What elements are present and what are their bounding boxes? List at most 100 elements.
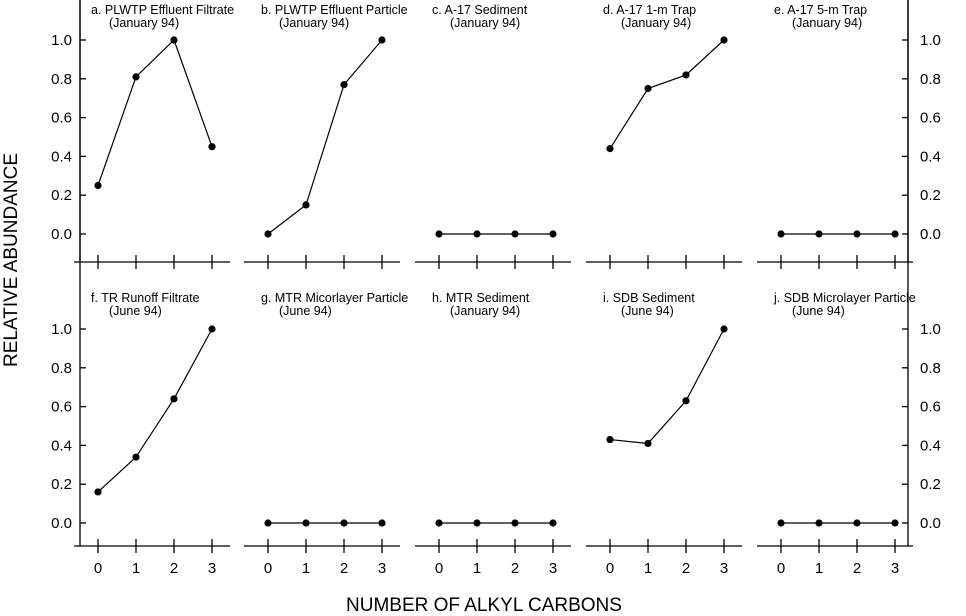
series-line-d [609, 39, 725, 149]
y-tick-label-left: 1.0 [51, 321, 72, 338]
panel-title-d: d. A-17 1-m Trap [603, 3, 696, 17]
panel-title-e: e. A-17 5-m Trap [774, 3, 867, 17]
panel-subtitle-c: (January 94) [450, 16, 520, 30]
data-point [170, 36, 178, 44]
data-point [340, 519, 348, 527]
x-tick-label: 0 [435, 560, 443, 577]
x-tick-label: 0 [777, 560, 785, 577]
x-tick-label: 3 [891, 560, 899, 577]
data-point [720, 325, 728, 333]
y-tick-label-right: 0.0 [920, 515, 941, 532]
panel-title-a: a. PLWTP Effluent Filtrate [91, 3, 234, 17]
panel-subtitle-d: (January 94) [621, 16, 691, 30]
data-point [682, 397, 690, 405]
data-point [264, 519, 272, 527]
x-tick-label: 1 [644, 560, 652, 577]
panel-subtitle-g: (June 94) [279, 304, 332, 318]
data-point [815, 519, 823, 527]
data-point [815, 230, 823, 238]
y-tick-label-left: 1.0 [51, 32, 72, 49]
data-point [94, 181, 102, 190]
x-tick-label: 2 [853, 560, 861, 577]
data-point [606, 145, 614, 153]
y-tick-label-right: 0.4 [920, 437, 941, 454]
data-point [777, 519, 785, 527]
panel-title-b: b. PLWTP Effluent Particle [261, 3, 408, 17]
data-point [378, 36, 386, 44]
data-point [606, 435, 614, 444]
y-axis-title: RELATIVE ABUNDANCE [1, 153, 22, 367]
data-point [340, 81, 348, 89]
data-point [891, 230, 899, 238]
y-tick-label-left: 0.4 [51, 148, 72, 165]
panel-subtitle-a: (January 94) [109, 16, 179, 30]
x-tick-label: 2 [511, 560, 519, 577]
panel-title-i: i. SDB Sediment [603, 291, 695, 305]
x-tick-label: 1 [302, 560, 310, 577]
x-tick-label: 3 [378, 560, 386, 577]
series-line-f [97, 328, 213, 493]
y-tick-label-right: 0.4 [920, 148, 941, 165]
x-tick-label: 2 [340, 560, 348, 577]
panel-subtitle-b: (January 94) [279, 16, 349, 30]
data-point [644, 84, 652, 93]
y-tick-label-left: 0.0 [51, 515, 72, 532]
y-tick-label-right: 1.0 [920, 321, 941, 338]
y-tick-label-left: 0.4 [51, 437, 72, 454]
panel-subtitle-f: (June 94) [109, 304, 162, 318]
data-point [473, 230, 481, 238]
data-point [264, 230, 272, 238]
panel-subtitle-j: (June 94) [792, 304, 845, 318]
x-tick-label: 0 [94, 560, 102, 577]
y-tick-label-right: 0.6 [920, 399, 941, 416]
data-point [853, 519, 861, 527]
x-tick-label: 1 [815, 560, 823, 577]
y-tick-label-left: 0.8 [51, 360, 72, 377]
x-tick-label: 3 [208, 560, 216, 577]
plot-area: 0.0 0.0 0.2 0.2 0.4 0.4 0.6 0.6 0.8 0.8 1.0 1.0 0.0 0… [51, 0, 941, 577]
data-point [378, 519, 386, 527]
y-tick-label-left: 0.8 [51, 71, 72, 88]
x-axis-title: NUMBER OF ALKYL CARBONS [346, 595, 622, 616]
panel-title-j: j. SDB Microlayer Particle [773, 291, 916, 305]
data-point [549, 519, 557, 527]
data-point [891, 519, 899, 527]
x-tick-label: 3 [720, 560, 728, 577]
series-line-a [97, 38, 213, 186]
data-point [208, 143, 216, 151]
y-tick-label-right: 0.2 [920, 187, 941, 204]
data-point [511, 519, 519, 527]
data-point [94, 488, 102, 496]
data-point [435, 519, 443, 527]
panel-title-c: c. A-17 Sediment [432, 3, 528, 17]
y-tick-label-right: 0.6 [920, 110, 941, 127]
data-point [549, 230, 557, 238]
series-line-b [267, 39, 383, 235]
data-point [170, 395, 178, 403]
x-tick-label: 2 [170, 560, 178, 577]
y-tick-label-left: 0.2 [51, 187, 72, 204]
x-tick-label: 0 [264, 560, 272, 577]
panel-title-h: h. MTR Sediment [432, 291, 530, 305]
y-tick-label-left: 0.0 [51, 226, 72, 243]
data-point [644, 439, 652, 448]
data-point [720, 36, 728, 44]
x-tick-label: 0 [606, 560, 614, 577]
data-point [208, 325, 216, 333]
y-tick-label-right: 0.8 [920, 360, 941, 377]
data-point [682, 71, 690, 79]
data-point [302, 519, 310, 527]
data-point [511, 230, 519, 238]
data-point [473, 519, 481, 527]
y-tick-label-left: 0.2 [51, 476, 72, 493]
x-tick-label: 2 [682, 560, 690, 577]
panel-subtitle-h: (January 94) [450, 304, 520, 318]
data-point [853, 230, 861, 238]
panel-title-f: f. TR Runoff Filtrate [91, 291, 200, 305]
series-line-i [609, 328, 725, 445]
x-tick-label: 3 [549, 560, 557, 577]
panel-subtitle-e: (January 94) [792, 16, 862, 30]
data-point [777, 230, 785, 238]
data-point [132, 73, 140, 81]
